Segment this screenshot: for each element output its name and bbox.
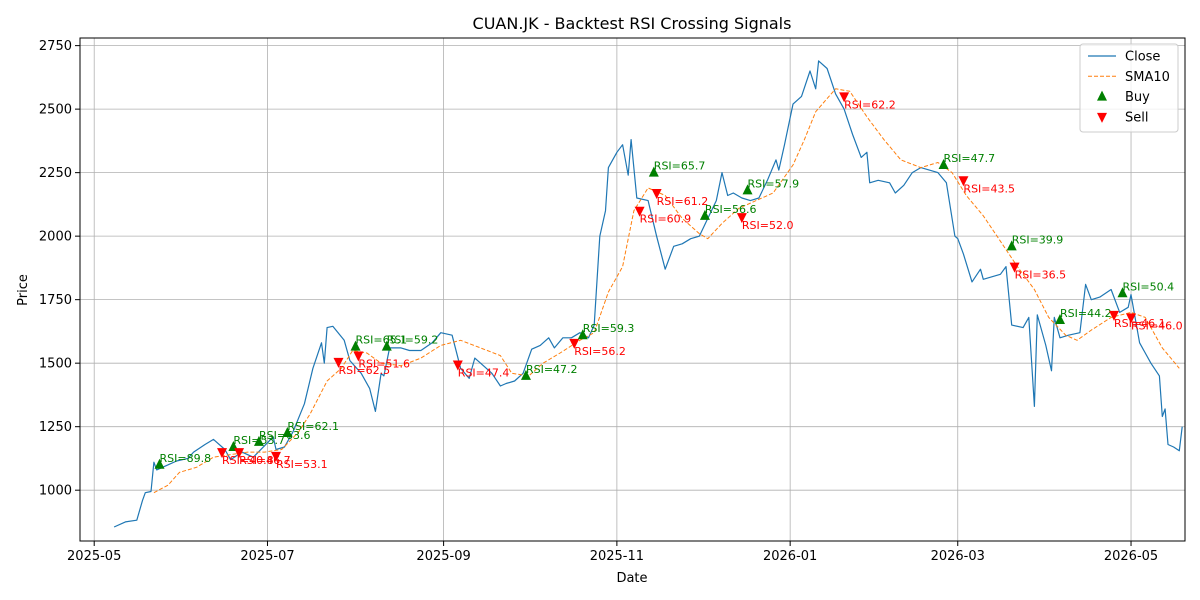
sell-annotation: RSI=52.0 [742,219,794,232]
sell-annotation: RSI=56.2 [574,345,626,358]
sell-annotation: RSI=51.6 [358,358,410,371]
buy-marker [938,159,949,170]
sell-marker [1108,310,1119,321]
buy-marker [520,369,531,380]
legend-buy-swatch [1097,90,1107,101]
sell-annotation: RSI=43.5 [963,182,1015,195]
buy-annotation: RSI=39.9 [1012,233,1064,246]
x-tick-label: 2025-09 [416,549,470,564]
sell-annotation: RSI=46.0 [1131,319,1183,332]
sell-annotation: RSI=53.1 [276,458,328,471]
sell-marker [1009,262,1020,273]
buy-marker [282,427,293,438]
sell-marker [1126,313,1137,324]
plot-layer [113,60,1183,528]
buy-annotation: RSI=59.3 [583,322,635,335]
sell-marker [958,176,969,187]
legend-label: SMA10 [1125,70,1170,85]
buy-annotation: RSI=44.2 [1060,307,1112,320]
grid-layer [80,38,1185,541]
close-line [113,60,1183,528]
sell-marker [234,448,245,459]
y-tick-label: 1500 [39,357,72,372]
sell-marker [569,338,580,349]
buy-annotation: RSI=56.6 [705,203,757,216]
sell-annotation: RSI=62.5 [338,364,390,377]
legend-label: Sell [1125,110,1148,125]
sma10-line [153,88,1180,494]
sell-annotation: RSI=46.1 [1114,317,1166,330]
buy-marker [253,435,264,446]
legend: Close SMA10 Buy Sell [1079,43,1179,133]
buy-marker [350,340,361,351]
sell-annotation: RSI=47.4 [458,366,510,379]
x-tick-label: 2026-01 [763,549,817,564]
legend-sell-swatch [1097,112,1107,123]
legend-label: Close [1125,50,1160,65]
y-tick-label: 2500 [39,103,72,118]
sell-annotation: RSI=40.8 [222,454,274,467]
x-tick-label: 2025-05 [67,549,121,564]
x-tick-label: 2025-07 [240,549,294,564]
buy-annotation: RSI=47.2 [526,363,578,376]
buy-marker [648,166,659,177]
buy-marker [1117,287,1128,298]
buy-marker [154,458,165,469]
sell-marker [651,188,662,199]
buy-annotation: RSI=57.9 [748,177,800,190]
buy-marker [699,209,710,220]
plot-frame [79,37,1186,542]
buy-marker [381,340,392,351]
sell-marker [634,206,645,217]
sell-marker [271,451,282,462]
sell-marker [452,360,463,371]
buy-annotation: RSI=65.1 [356,334,408,347]
sell-marker [839,92,850,103]
buy-annotation: RSI=47.7 [944,152,996,165]
sell-annotation: RSI=36.5 [1015,269,1067,282]
sell-annotation: RSI=62.2 [844,98,896,111]
sell-annotation: RSI=61.2 [657,195,709,208]
buy-annotation: RSI=65.7 [654,160,706,173]
y-tick-label: 1750 [39,293,72,308]
buy-annotation: RSI=89.8 [160,452,212,465]
buy-annotation: RSI=62.1 [287,420,339,433]
y-axis-label: Price [16,274,31,306]
legend-label: Buy [1125,90,1150,105]
x-axis-label: Date [616,571,647,586]
x-tick-label: 2026-05 [1104,549,1158,564]
sell-marker [333,357,344,368]
x-tick-label: 2025-11 [590,549,644,564]
buy-annotation: RSI=50.4 [1123,280,1175,293]
buy-marker [577,329,588,340]
buy-marker [742,184,753,195]
buy-annotation: RSI=59.2 [387,334,439,347]
y-tick-label: 2250 [39,166,72,181]
y-tick-label: 1000 [39,484,72,499]
chart-title: CUAN.JK - Backtest RSI Crossing Signals [473,14,792,33]
y-tick-label: 2000 [39,230,72,245]
y-tick-label: 2750 [39,39,72,54]
y-tick-label: 1250 [39,420,72,435]
x-tick-label: 2026-03 [931,549,985,564]
sell-annotation: RSI=60.9 [640,213,692,226]
marker-layer: RSI=89.8RSI=40.8RSI=53.7RSI=46.7RSI=63.6… [154,92,1183,471]
legend-box [1079,43,1179,133]
axis-layer: 2025-05 2025-07 2025-09 2025-11 2026-01 2026-… [39,39,1158,564]
sell-marker [217,448,228,459]
sell-marker [736,213,747,224]
sell-marker [353,351,364,362]
buy-marker [1055,313,1066,324]
buy-marker [1006,240,1017,251]
